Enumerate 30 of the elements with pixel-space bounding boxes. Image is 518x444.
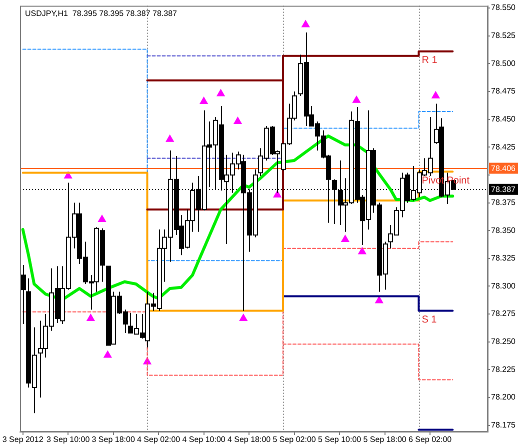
- y-tick-label: 78.325: [491, 254, 516, 263]
- y-tick-label: 78.200: [491, 392, 516, 402]
- x-tick-label: 6 Sep 02:00: [408, 435, 452, 444]
- x-tick-label: 3 Sep 10:00: [46, 435, 90, 444]
- y-tick-label: 78.300: [491, 281, 516, 290]
- annotation: R 1: [422, 55, 438, 66]
- x-tick-label: 5 Sep 18:00: [363, 435, 407, 444]
- y-tick-label: 78.475: [491, 86, 516, 96]
- x-tick-label: 4 Sep 10:00: [182, 435, 226, 444]
- y-tick-label: 78.275: [491, 309, 516, 318]
- ref-line-label: 78.406: [491, 164, 516, 173]
- x-tick-label: 4 Sep 18:00: [227, 435, 272, 444]
- y-tick-label: 78.350: [491, 226, 516, 235]
- annotation: S 1: [422, 314, 438, 326]
- x-tick-label: 5 Sep 10:00: [318, 435, 362, 444]
- x-tick-label: 3 Sep 2012: [2, 435, 44, 444]
- y-tick-label: 78.225: [491, 364, 516, 374]
- y-tick-label: 78.450: [491, 114, 516, 124]
- x-tick-label: 4 Sep 02:00: [136, 435, 181, 444]
- ref-line-label: 78.387: [491, 185, 516, 194]
- x-tick-label: 5 Sep 02:00: [272, 435, 316, 444]
- y-tick-label: 78.250: [491, 337, 516, 346]
- chart-title: USDJPY,H1 78.395 78.395 78.387 78.387: [25, 9, 178, 18]
- y-tick-label: 78.175: [491, 420, 516, 430]
- y-tick-label: 78.550: [491, 3, 516, 12]
- y-tick-label: 78.375: [491, 198, 516, 207]
- y-tick-label: 78.425: [491, 142, 516, 152]
- y-tick-label: 78.500: [491, 58, 516, 68]
- x-tick-label: 3 Sep 18:00: [92, 435, 136, 444]
- y-tick-label: 78.525: [491, 31, 516, 40]
